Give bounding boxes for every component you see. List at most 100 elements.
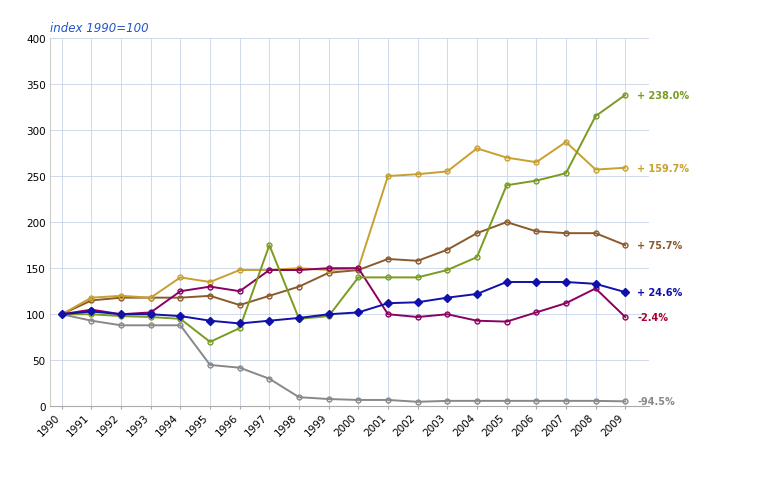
- Total: [591, 281, 600, 287]
- Line: Total: Total: [58, 279, 628, 327]
- Electricity (imports): [442, 312, 452, 318]
- Solid fuels & coal: [531, 398, 541, 404]
- Total: [354, 310, 363, 316]
- Electricity (imports): [621, 315, 630, 320]
- Liquid fuels: [561, 231, 571, 237]
- Liquid fuels: [621, 242, 630, 249]
- Other (renewable, waste, heat): [146, 315, 155, 320]
- Solid fuels & coal: [442, 398, 452, 404]
- Electricity (imports): [531, 310, 541, 316]
- Natural gas: [87, 295, 96, 301]
- Solid fuels & coal: [206, 362, 215, 368]
- Electricity (imports): [176, 288, 185, 294]
- Natural gas: [176, 275, 185, 281]
- Natural gas: [502, 155, 511, 161]
- Natural gas: [561, 140, 571, 146]
- Total: [87, 309, 96, 315]
- Total: [472, 291, 482, 297]
- Total: [324, 312, 333, 318]
- Liquid fuels: [591, 231, 600, 237]
- Electricity (imports): [472, 318, 482, 324]
- Text: index 1990=100: index 1990=100: [50, 22, 148, 35]
- Natural gas: [531, 160, 541, 166]
- Other (renewable, waste, heat): [354, 275, 363, 281]
- Total: [383, 301, 392, 306]
- Solid fuels & coal: [502, 398, 511, 404]
- Electricity (imports): [235, 288, 244, 294]
- Other (renewable, waste, heat): [57, 312, 66, 318]
- Total: [413, 300, 422, 305]
- Natural gas: [621, 166, 630, 171]
- Other (renewable, waste, heat): [383, 275, 392, 281]
- Line: Natural gas: Natural gas: [59, 140, 627, 317]
- Other (renewable, waste, heat): [502, 183, 511, 189]
- Solid fuels & coal: [87, 318, 96, 324]
- Electricity (imports): [502, 319, 511, 325]
- Solid fuels & coal: [383, 397, 392, 403]
- Total: [235, 321, 244, 327]
- Solid fuels & coal: [621, 399, 630, 405]
- Liquid fuels: [87, 298, 96, 304]
- Natural gas: [206, 280, 215, 286]
- Liquid fuels: [324, 270, 333, 276]
- Total: [206, 318, 215, 324]
- Other (renewable, waste, heat): [265, 242, 274, 249]
- Solid fuels & coal: [472, 398, 482, 404]
- Liquid fuels: [442, 247, 452, 253]
- Total: [176, 314, 185, 319]
- Solid fuels & coal: [354, 397, 363, 403]
- Electricity (imports): [117, 312, 126, 318]
- Electricity (imports): [294, 268, 303, 273]
- Liquid fuels: [235, 302, 244, 308]
- Other (renewable, waste, heat): [235, 325, 244, 331]
- Line: Solid fuels & coal: Solid fuels & coal: [59, 312, 627, 405]
- Text: + 24.6%: + 24.6%: [637, 287, 682, 298]
- Solid fuels & coal: [561, 398, 571, 404]
- Solid fuels & coal: [176, 323, 185, 329]
- Other (renewable, waste, heat): [561, 171, 571, 177]
- Solid fuels & coal: [413, 399, 422, 405]
- Electricity (imports): [57, 312, 66, 318]
- Other (renewable, waste, heat): [176, 317, 185, 322]
- Line: Other (renewable, waste, heat): Other (renewable, waste, heat): [59, 93, 627, 345]
- Liquid fuels: [354, 268, 363, 273]
- Natural gas: [324, 268, 333, 273]
- Total: [57, 312, 66, 318]
- Liquid fuels: [294, 284, 303, 290]
- Total: [146, 312, 155, 318]
- Total: [621, 289, 630, 295]
- Solid fuels & coal: [265, 376, 274, 382]
- Solid fuels & coal: [146, 323, 155, 329]
- Natural gas: [383, 174, 392, 180]
- Other (renewable, waste, heat): [531, 178, 541, 184]
- Other (renewable, waste, heat): [591, 114, 600, 120]
- Other (renewable, waste, heat): [117, 314, 126, 319]
- Natural gas: [591, 167, 600, 173]
- Other (renewable, waste, heat): [206, 339, 215, 345]
- Liquid fuels: [502, 220, 511, 226]
- Text: -2.4%: -2.4%: [637, 312, 668, 322]
- Liquid fuels: [383, 257, 392, 262]
- Total: [265, 318, 274, 324]
- Other (renewable, waste, heat): [324, 314, 333, 319]
- Electricity (imports): [413, 315, 422, 320]
- Liquid fuels: [206, 293, 215, 299]
- Text: + 159.7%: + 159.7%: [637, 164, 689, 173]
- Electricity (imports): [324, 266, 333, 272]
- Liquid fuels: [531, 229, 541, 235]
- Solid fuels & coal: [235, 365, 244, 371]
- Electricity (imports): [591, 286, 600, 292]
- Total: [561, 280, 571, 286]
- Total: [531, 280, 541, 286]
- Other (renewable, waste, heat): [294, 317, 303, 322]
- Natural gas: [413, 172, 422, 178]
- Natural gas: [117, 293, 126, 299]
- Text: -94.5%: -94.5%: [637, 396, 675, 407]
- Liquid fuels: [146, 295, 155, 301]
- Total: [117, 312, 126, 318]
- Text: + 238.0%: + 238.0%: [637, 91, 689, 101]
- Liquid fuels: [176, 295, 185, 301]
- Electricity (imports): [561, 301, 571, 306]
- Text: + 75.7%: + 75.7%: [637, 241, 682, 251]
- Solid fuels & coal: [57, 312, 66, 318]
